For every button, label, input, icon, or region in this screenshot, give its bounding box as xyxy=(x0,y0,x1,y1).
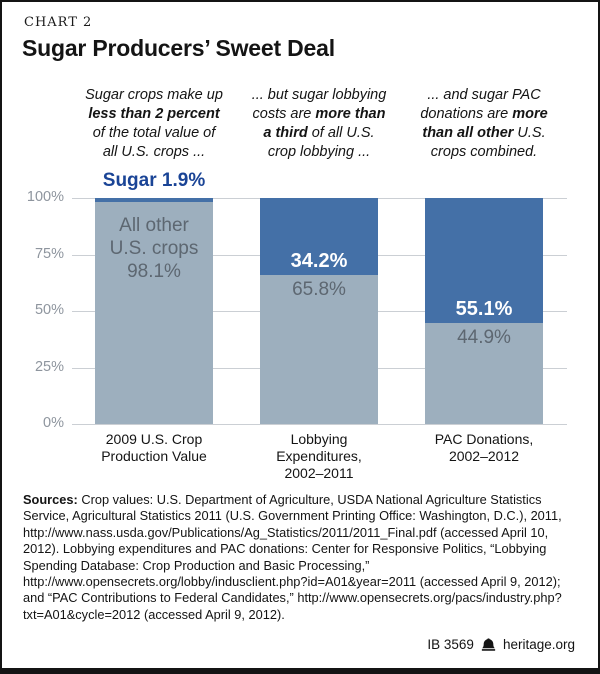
plot-area: All other U.S. crops 98.1% Sugar 1.9% 34.2% 6… xyxy=(72,170,567,425)
y-tick-label-100: 100% xyxy=(26,189,64,205)
bar-3: 55.1% 44.9% xyxy=(425,198,543,424)
bar-2: 34.2% 65.8% xyxy=(260,198,378,424)
page-title: Sugar Producers’ Sweet Deal xyxy=(22,35,335,61)
bar-3-sugar-value-label: 55.1% xyxy=(455,297,513,320)
footer: IB 3569 heritage.org xyxy=(427,637,575,652)
bar-3-other-value-label: 44.9% xyxy=(457,326,511,348)
x-category-label-1: 2009 U.S. Crop Production Value xyxy=(101,431,207,464)
annotation-1: Sugar crops make up less than 2 percent of… xyxy=(85,87,223,160)
annotation-3: ... and sugar PAC donations are more than … xyxy=(420,87,548,160)
sugar-callout-label: Sugar 1.9% xyxy=(102,170,206,191)
sources-text: Crop values: U.S. Department of Agricult… xyxy=(23,492,562,622)
bar-1-sugar-segment xyxy=(95,198,213,203)
bar-2-other-segment: 65.8% xyxy=(260,275,378,424)
x-category-label-2: Lobbying Expenditures, 2002–2011 xyxy=(276,431,362,481)
bar-1-other-segment: All other U.S. crops 98.1% xyxy=(95,202,213,424)
chart-kicker: CHART 2 xyxy=(24,15,93,30)
footer-site: heritage.org xyxy=(502,637,575,652)
sources-note: Sources: Crop values: U.S. Department of… xyxy=(23,492,585,623)
y-tick-label-25: 25% xyxy=(34,358,64,375)
bar-1-other-value-label: All other U.S. crops 98.1% xyxy=(109,215,199,283)
footer-report-id: IB 3569 xyxy=(427,637,474,652)
bar-1: All other U.S. crops 98.1% Sugar 1.9% xyxy=(95,170,213,424)
bar-2-sugar-value-label: 34.2% xyxy=(290,250,348,273)
bar-3-other-segment: 44.9% xyxy=(425,322,543,424)
bar-3-sugar-segment: 55.1% xyxy=(425,198,543,323)
y-tick-label-0: 0% xyxy=(43,415,64,431)
bar-2-other-value-label: 65.8% xyxy=(292,279,346,301)
y-tick-label-50: 50% xyxy=(34,302,64,318)
x-category-label-3: PAC Donations, 2002–2012 xyxy=(434,431,534,464)
sources-label: Sources: xyxy=(23,492,78,507)
gridline-0 xyxy=(72,424,567,425)
y-tick-label-75: 75% xyxy=(34,245,64,262)
annotation-2: ... but sugar lobbying costs are more tha… xyxy=(251,87,387,160)
bar-2-sugar-segment: 34.2% xyxy=(260,198,378,276)
heritage-bell-icon xyxy=(481,638,496,651)
